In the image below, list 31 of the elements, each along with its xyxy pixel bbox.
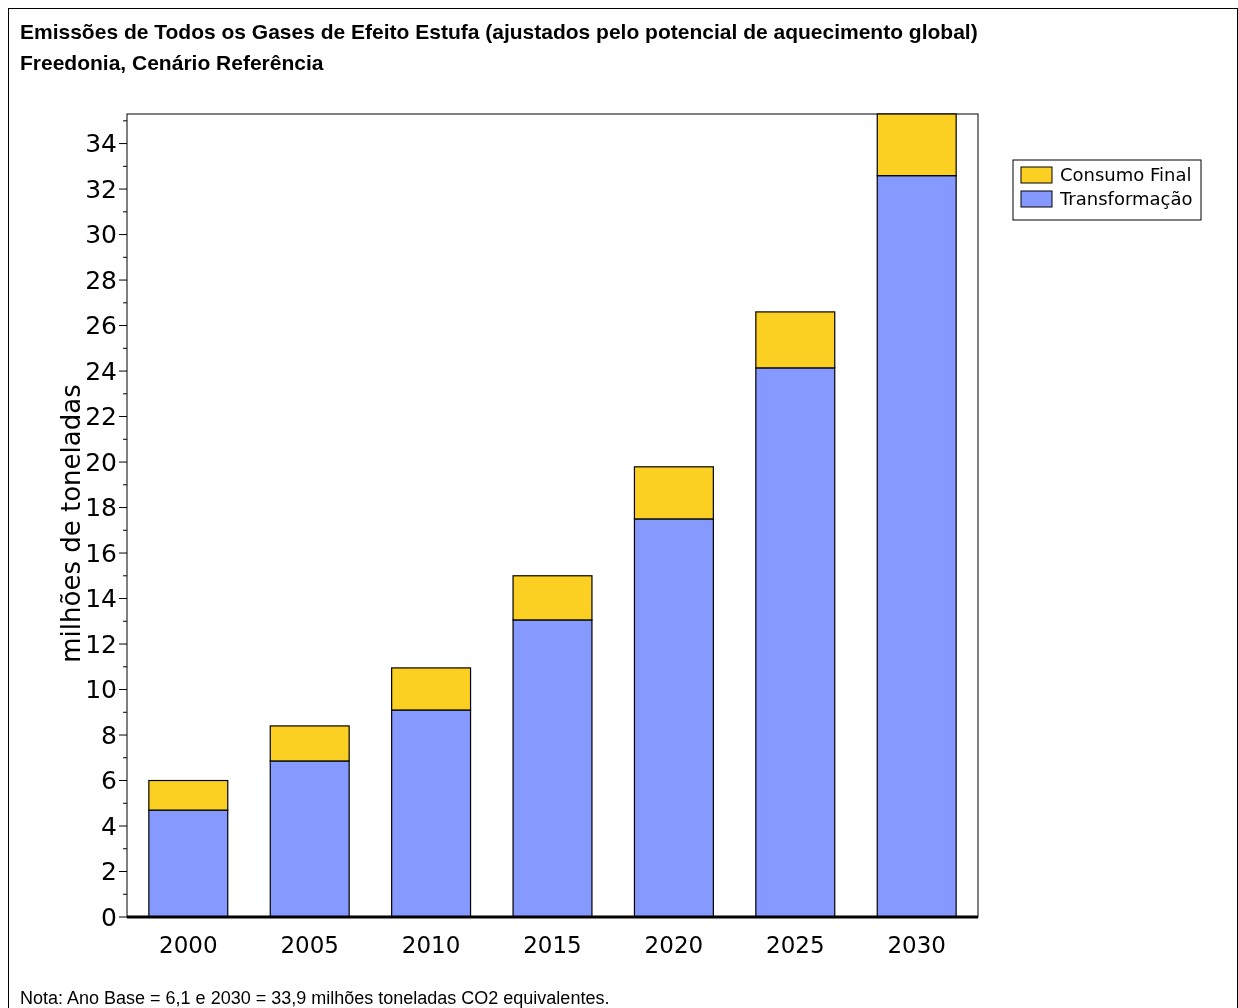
y-tick-label: 14: [85, 584, 117, 614]
x-tick-label: 2025: [766, 932, 825, 958]
y-tick-label: 24: [85, 356, 117, 386]
y-tick-label: 30: [85, 220, 117, 250]
x-tick-label: 2020: [644, 932, 704, 958]
y-tick-label: 16: [85, 538, 117, 568]
text: Nota: Ano Base = 6,1 e 2030 = 33,9 milhões toneladas CO2 equivalentes.: [20, 988, 610, 1008]
y-tick-label: 18: [85, 493, 117, 523]
y-tick-label: 6: [101, 766, 117, 796]
y-tick-label: 8: [101, 720, 117, 750]
x-tick-label: 2000: [159, 932, 218, 958]
legend-label: Consumo Final: [1060, 164, 1192, 186]
y-tick-label: 0: [101, 902, 117, 932]
y-tick-label: 22: [85, 402, 117, 432]
x-tick-label: 2005: [280, 932, 339, 958]
y-tick-label: 28: [85, 265, 117, 295]
legend-label: Transformação: [1059, 188, 1193, 210]
x-tick-label: 2030: [887, 932, 946, 958]
y-tick-label: 10: [85, 675, 117, 705]
y-axis-title: milhões de toneladas: [56, 384, 86, 663]
y-tick-label: 32: [85, 174, 117, 204]
y-tick-label: 34: [85, 129, 117, 159]
x-tick-label: 2015: [523, 932, 582, 958]
chart-subtitle: Freedonia, Cenário Referência: [20, 51, 324, 74]
y-tick-label: 20: [85, 447, 117, 477]
y-tick-label: 26: [85, 311, 117, 341]
y-tick-label: 4: [101, 811, 117, 841]
chart-title: Emissões de Todos os Gases de Efeito Estufa (ajustados pelo potencial de aquecimento global): [20, 20, 978, 43]
y-tick-label: 12: [85, 629, 117, 659]
x-tick-label: 2010: [401, 932, 461, 958]
y-tick-label: 2: [101, 857, 117, 887]
